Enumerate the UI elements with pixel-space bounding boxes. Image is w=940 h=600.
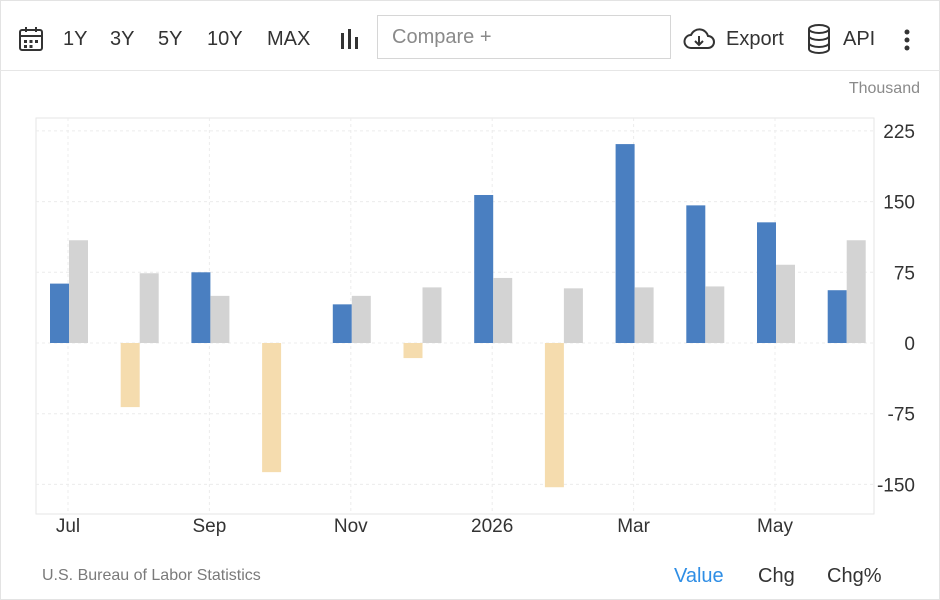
toolbar: 1Y 3Y 5Y 10Y MAX Export API [0, 0, 940, 71]
bar-chart: 225 150 75 0 -75 -150 Jul Sep Nov 2026 Mar May [35, 117, 915, 537]
chart-bars [50, 144, 866, 488]
chart-grid [35, 117, 875, 515]
database-icon[interactable] [807, 24, 831, 59]
compare-field[interactable] [377, 15, 671, 59]
bar-chart-icon[interactable] [338, 27, 362, 56]
export-button[interactable]: Export [726, 28, 784, 50]
y-tick-label: 225 [883, 122, 915, 143]
bar-comparison [846, 240, 866, 343]
bar-comparison [776, 264, 795, 343]
source-label: U.S. Bureau of Labor Statistics [42, 567, 261, 584]
bar-value [615, 144, 635, 343]
bar-value [120, 343, 140, 408]
x-tick-label: Jul [56, 516, 80, 537]
x-axis: Jul Sep Nov 2026 Mar May [56, 516, 794, 537]
y-tick-label: 0 [904, 334, 915, 355]
bar-comparison [493, 277, 513, 343]
bar-comparison [634, 287, 654, 343]
bar-value [332, 304, 352, 343]
bar-value [757, 222, 776, 343]
bar-value [191, 272, 211, 343]
mode-chg[interactable]: Chg [758, 565, 795, 587]
bar-comparison [422, 287, 442, 343]
bar-value [262, 343, 282, 473]
range-10y[interactable]: 10Y [207, 28, 243, 50]
api-button[interactable]: API [843, 28, 876, 50]
bar-comparison [705, 286, 725, 343]
range-max[interactable]: MAX [267, 28, 311, 50]
x-tick-label: May [757, 516, 793, 537]
range-5y[interactable]: 5Y [158, 28, 183, 50]
compare-input[interactable] [392, 16, 662, 58]
range-3y[interactable]: 3Y [110, 28, 135, 50]
bar-value [827, 290, 847, 343]
x-tick-label: 2026 [471, 516, 513, 537]
y-tick-label: 75 [894, 263, 915, 284]
y-tick-label: -75 [888, 405, 915, 426]
mode-value[interactable]: Value [674, 565, 724, 587]
plot-area [35, 117, 875, 515]
range-1y[interactable]: 1Y [63, 28, 88, 50]
bar-value [403, 343, 423, 359]
bar-comparison [69, 240, 88, 343]
bar-value [474, 194, 494, 343]
bar-comparison [351, 295, 371, 343]
bar-value [544, 343, 564, 488]
bar-value [686, 205, 706, 343]
bar-comparison [563, 288, 583, 343]
y-tick-label: 150 [883, 193, 915, 214]
calendar-icon[interactable] [18, 26, 44, 57]
x-tick-label: Nov [334, 516, 368, 537]
bar-comparison [139, 273, 159, 343]
vertical-dots-icon[interactable] [902, 28, 912, 57]
bar-value [50, 283, 69, 343]
x-tick-label: Mar [617, 516, 650, 537]
y-tick-label: -150 [877, 475, 915, 496]
bar-comparison [210, 295, 230, 343]
mode-chgpct[interactable]: Chg% [827, 565, 882, 587]
unit-label: Thousand [848, 80, 920, 97]
y-axis: 225 150 75 0 -75 -150 [877, 122, 915, 497]
cloud-download-icon[interactable] [682, 26, 716, 57]
x-tick-label: Sep [192, 516, 226, 537]
